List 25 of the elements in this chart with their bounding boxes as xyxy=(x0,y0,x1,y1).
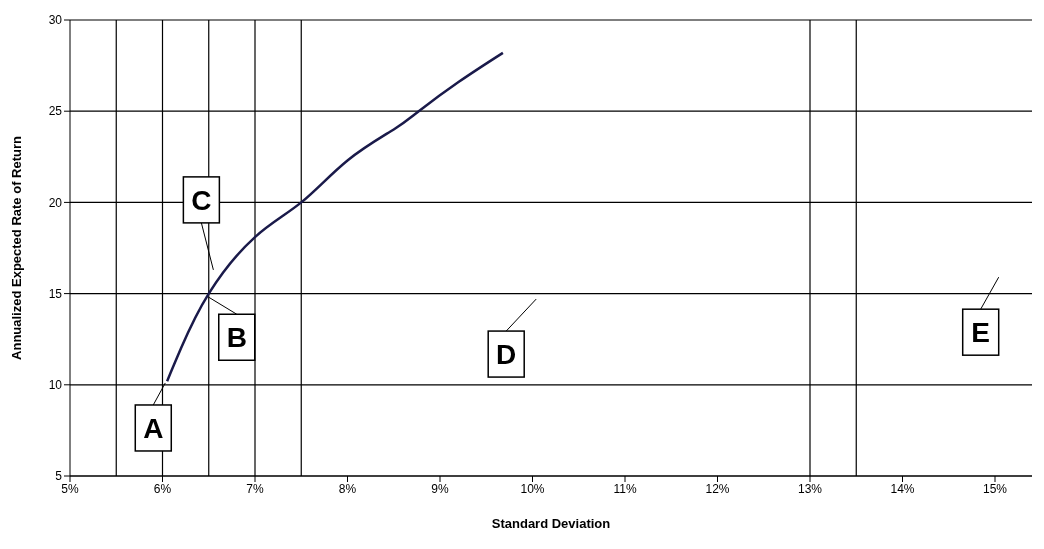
y-tick-label: 5 xyxy=(55,469,63,484)
x-tick-label: 12% xyxy=(705,481,730,496)
annotation: D xyxy=(496,339,517,371)
x-tick-label: 15% xyxy=(982,481,1008,496)
callout-box: D xyxy=(487,298,537,378)
annotation: C xyxy=(191,184,212,216)
x-tick-label: 5% xyxy=(61,481,79,496)
x-tick-label: 9% xyxy=(431,481,449,496)
y-tick-label: 20 xyxy=(48,195,63,210)
x-tick-label: 8% xyxy=(338,481,357,496)
y-tick-label: 25 xyxy=(48,104,63,119)
annotation: B xyxy=(226,322,247,354)
y-axis-title: Annualized Expected Rate of Return xyxy=(8,135,24,360)
x-tick-label: 14% xyxy=(890,481,915,496)
x-axis-title: Standard Deviation xyxy=(491,516,611,531)
x-tick-label: 13% xyxy=(797,481,823,496)
annotation: E xyxy=(971,317,991,349)
y-tick-label: 30 xyxy=(48,13,63,28)
y-tick-label: 10 xyxy=(48,378,63,393)
annotation: A xyxy=(143,412,164,444)
x-tick-label: 11% xyxy=(613,481,637,496)
x-tick-label: 6% xyxy=(153,481,172,496)
x-tick-label: 10% xyxy=(520,481,545,496)
x-tick-label: 7% xyxy=(246,481,264,496)
y-tick-label: 15 xyxy=(48,286,63,301)
